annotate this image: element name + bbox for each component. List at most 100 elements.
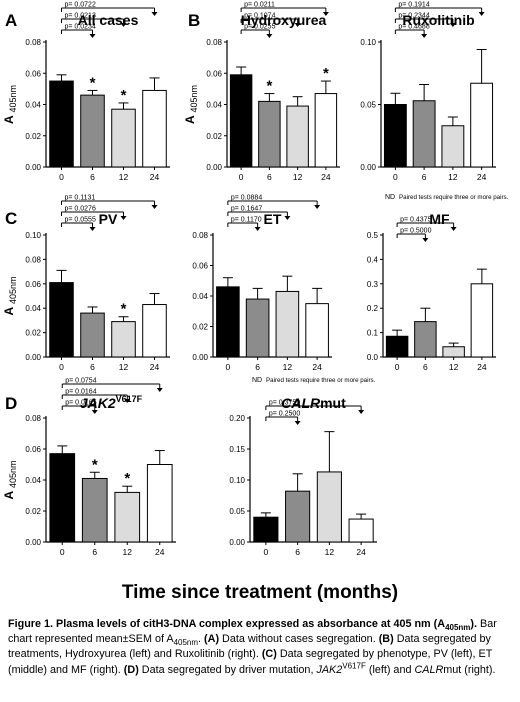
panel-letter: B: [188, 11, 200, 30]
y-axis-label: A 405nm: [2, 460, 18, 499]
comparison-arrowhead: [156, 388, 163, 392]
note-nd: ND: [385, 194, 395, 201]
bar: [412, 100, 436, 168]
y-tick-label: 0.04: [25, 304, 41, 313]
y-tick-label: 0.3: [367, 280, 379, 289]
y-tick-label: 0.08: [192, 231, 208, 240]
comparison-arrowhead: [91, 410, 98, 414]
x-tick-label: 24: [356, 547, 366, 557]
y-tick-label: 0.10: [229, 476, 245, 485]
y-tick-label: 0.00: [206, 163, 222, 172]
y-axis-label-sub: 405nm: [189, 85, 199, 113]
caption-run: JAK2: [316, 663, 343, 676]
comparison-arrowhead: [89, 34, 96, 38]
x-tick-label: 12: [283, 362, 293, 372]
bar: [470, 82, 494, 168]
y-axis-label-main: A: [2, 304, 16, 316]
x-tick-label: 24: [150, 172, 160, 182]
comparison-p-value: p= 0.2344: [398, 13, 429, 20]
y-tick-label: 0.04: [192, 292, 208, 301]
x-tick-label: 12: [325, 547, 335, 557]
y-tick-label: 0.06: [192, 262, 208, 271]
comparison-arrowhead: [124, 399, 131, 403]
note-nd: ND: [252, 377, 262, 384]
y-tick-label: 0.08: [206, 38, 222, 47]
x-tick-label: 12: [293, 172, 303, 182]
caption-run: (B): [378, 633, 394, 646]
bar: [49, 80, 74, 168]
y-tick-label: 0.1: [367, 329, 379, 338]
comparison-p-value: p= 0.0884: [231, 195, 262, 202]
x-tick-label: 24: [155, 547, 165, 557]
comparison-arrowhead: [120, 23, 127, 27]
bar: [348, 518, 374, 543]
note-text: Paired tests require three or more pairs…: [266, 377, 376, 384]
bar: [258, 100, 281, 168]
chart-title-text: Ruxolitinib: [402, 12, 474, 28]
chart-title: Hydroxyurea: [241, 12, 327, 28]
x-tick-label: 6: [90, 172, 95, 182]
y-tick-label: 0.00: [25, 353, 41, 362]
comparison-p-value: p= 0.0213: [65, 13, 96, 20]
bar: [80, 312, 105, 358]
comparison-p-value: p= 0.0165: [65, 400, 96, 407]
comparison-arrowhead: [358, 410, 365, 414]
x-tick-label: 6: [92, 547, 97, 557]
significance-star: *: [121, 87, 127, 104]
bar: [111, 321, 136, 358]
chart-title-text: ET: [264, 211, 282, 227]
y-tick-label: 0.04: [206, 101, 222, 110]
comparison-p-value: p= 0.0276: [65, 206, 96, 213]
x-tick-label: 0: [226, 362, 231, 372]
comparison-p-value: p= 0.0754: [65, 378, 96, 385]
y-axis-label-sub: 405nm: [8, 276, 18, 304]
comparison-p-value: p= 0.1074: [244, 13, 275, 20]
y-tick-label: 0.00: [25, 163, 41, 172]
y-tick-label: 0.08: [25, 255, 41, 264]
comparison-p-value: p= 0.4375: [400, 217, 431, 224]
chart-title-text: MF: [429, 211, 450, 227]
bar: [253, 516, 279, 543]
y-tick-label: 0.04: [25, 476, 41, 485]
x-tick-label: 0: [59, 362, 64, 372]
caption-run: ).: [470, 618, 481, 630]
panel-letter: A: [5, 11, 17, 30]
comparison-arrowhead: [254, 227, 261, 231]
bar: [441, 125, 465, 168]
y-tick-label: 0.02: [192, 323, 208, 332]
caption-run: 405nm: [173, 638, 199, 648]
chart-mf: MF 0.0 0.1 0.2 0.3 0.4 0.5 0 6 12 24 p= 0.4375 p= 0.…: [367, 194, 509, 372]
bar: [285, 490, 311, 543]
chart-title: ET: [264, 211, 282, 227]
comparison-p-value: p= 0.4688: [398, 24, 429, 31]
chart-title-text: Hydroxyurea: [241, 12, 327, 28]
y-tick-label: 0.00: [229, 538, 245, 547]
bar: [111, 108, 136, 168]
x-axis-title: Time since treatment (months): [121, 582, 399, 603]
y-tick-label: 0.08: [25, 38, 41, 47]
comparison-p-value: p= 0.1170: [231, 217, 262, 224]
y-tick-label: 0.02: [25, 507, 41, 516]
comparison-arrowhead: [266, 34, 273, 38]
x-tick-label: 24: [150, 362, 160, 372]
comparison-arrowhead: [478, 12, 485, 16]
y-tick-label: 0.06: [25, 445, 41, 454]
significance-star: *: [121, 301, 127, 318]
y-tick-label: 0.10: [25, 231, 41, 240]
significance-star: *: [92, 456, 98, 473]
x-tick-label: 24: [321, 172, 331, 182]
significance-star: *: [323, 65, 329, 82]
comparison-p-value: p= 0.5000: [400, 228, 431, 235]
x-tick-label: 12: [119, 362, 129, 372]
caption-run: CALR: [414, 663, 444, 676]
chart-title-text: JAK2: [80, 395, 116, 411]
bar: [385, 335, 409, 358]
comparison-p-value: p= 0.3750: [269, 400, 300, 407]
y-tick-label: 0.0: [367, 353, 379, 362]
y-tick-label: 0.00: [25, 538, 41, 547]
x-tick-label: 24: [477, 362, 487, 372]
bar: [49, 282, 74, 358]
bar: [305, 303, 329, 358]
chart-title: CALRmut: [281, 395, 346, 411]
caption-run: Data segregated by driver mutation,: [138, 663, 317, 676]
